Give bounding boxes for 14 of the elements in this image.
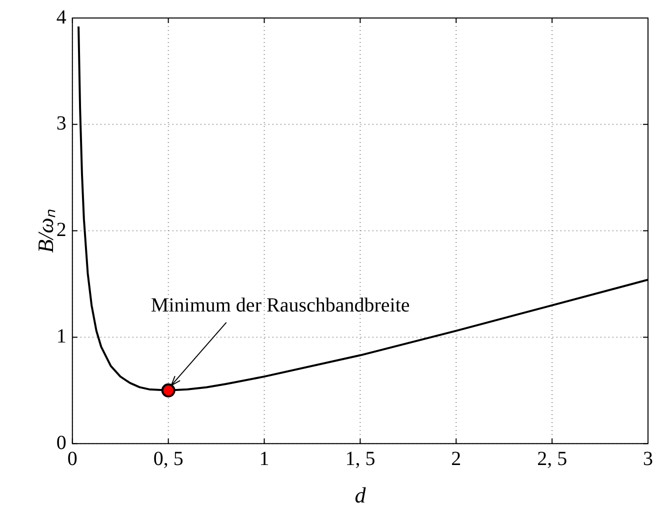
y-tick-label: 4 <box>56 6 66 28</box>
y-tick-label: 0 <box>56 432 66 454</box>
x-axis-title: d <box>354 482 367 508</box>
y-axis-title: B/ωₙ <box>32 208 58 253</box>
x-tick-label: 0, 5 <box>153 448 184 470</box>
y-tick-label: 1 <box>56 325 66 348</box>
y-tick-label: 3 <box>56 112 66 135</box>
x-tick-label: 3 <box>643 448 653 470</box>
x-tick-label: 1, 5 <box>345 448 376 470</box>
y-tick-label: 2 <box>56 219 66 242</box>
annotation: Minimum der Rauschbandbreite <box>150 294 410 317</box>
x-tick-label: 1 <box>259 448 270 470</box>
x-tick-label: 2 <box>451 448 462 470</box>
x-tick-label: 2, 5 <box>537 448 568 470</box>
